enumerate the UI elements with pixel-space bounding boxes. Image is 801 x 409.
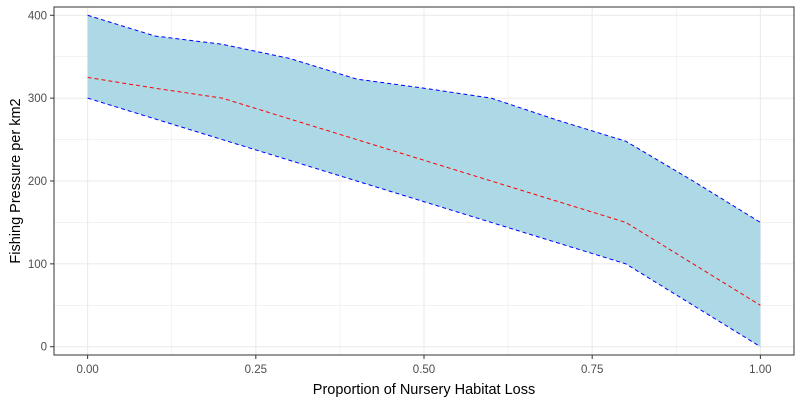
series-layer <box>87 76 761 306</box>
axis-layer: 0.00 0.25 0.50 0.75 1.00 0 100 200 300 400 <box>28 10 772 376</box>
x-tick-label: 0.00 <box>76 364 98 376</box>
x-tick-label: 1.00 <box>749 364 771 376</box>
x-tick-label: 0.25 <box>245 364 267 376</box>
band-layer <box>87 14 761 348</box>
band-upper-edge <box>87 14 761 223</box>
y-tick-label: 200 <box>28 176 47 188</box>
y-tick-label: 400 <box>28 10 47 22</box>
x-tick-label: 0.75 <box>581 364 603 376</box>
y-tick-label: 0 <box>41 342 47 354</box>
y-tick-label: 300 <box>28 93 47 105</box>
band-lower-edge <box>87 97 761 348</box>
x-tick-label: 0.50 <box>413 364 435 376</box>
y-tick-label: 100 <box>28 259 47 271</box>
x-axis-title: Proportion of Nursery Habitat Loss <box>313 382 535 398</box>
series-line-0 <box>87 76 761 306</box>
confidence-band <box>87 15 761 347</box>
y-axis-title: Fishing Pressure per km2 <box>8 98 24 263</box>
